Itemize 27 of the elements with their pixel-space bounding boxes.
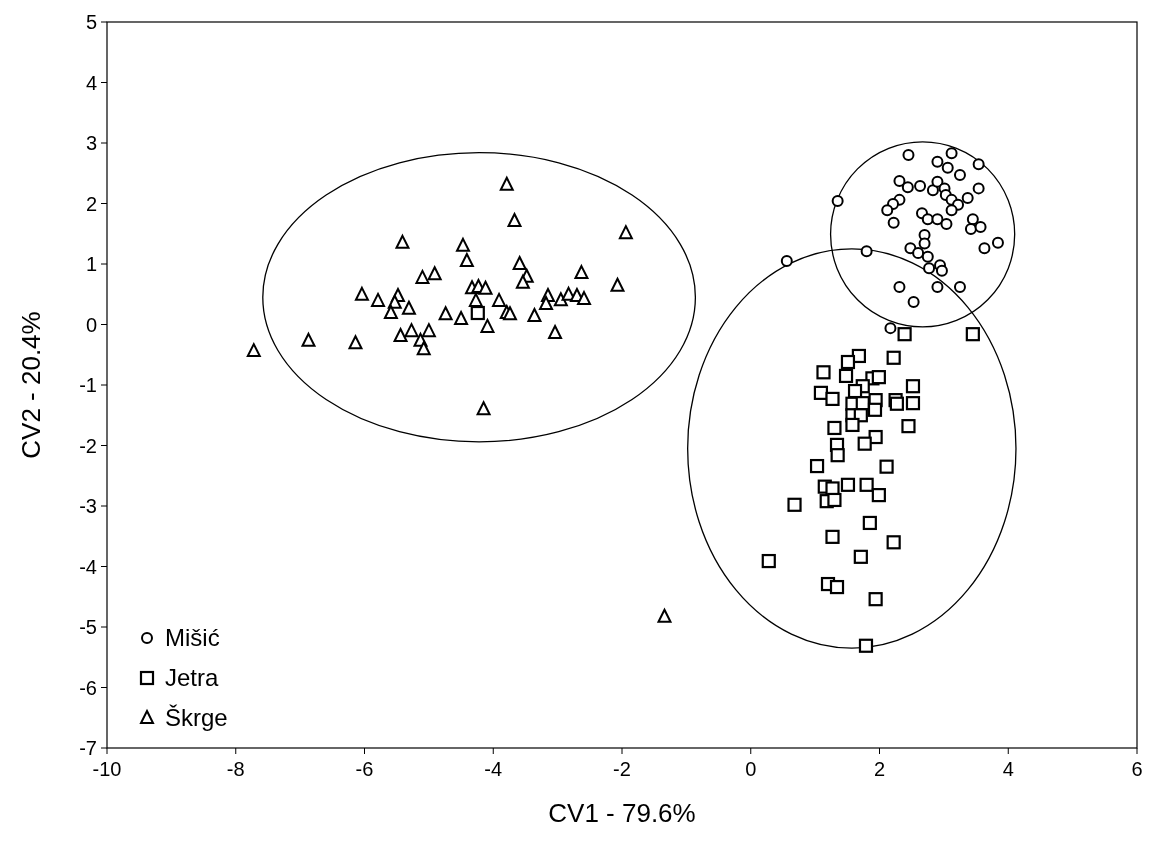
y-tick-label: 0 [85,313,97,336]
x-tick-label: -4 [484,758,503,780]
x-tick-label: 0 [745,758,757,780]
y-tick-label: -2 [79,434,97,457]
x-tick-label: -2 [613,758,631,780]
x-tick-label: -6 [355,758,374,780]
legend-label: Mišić [165,624,220,652]
x-tick-label: 4 [1002,758,1014,780]
y-tick-label: 1 [85,253,97,275]
y-tick-label: -7 [79,737,97,759]
y-tick-label: -6 [79,676,97,699]
x-tick-label: -10 [92,758,122,780]
x-tick-label: 6 [1131,758,1143,780]
x-axis-title: CV1 - 79.6% [548,798,696,828]
y-tick-label: -4 [79,555,97,578]
x-tick-label: 2 [873,758,886,780]
x-tick-label: -8 [226,758,245,780]
y-tick-label: -3 [79,495,97,517]
legend-label: Škrge [165,704,228,732]
y-tick-label: 5 [85,11,97,33]
y-tick-label: 2 [85,192,97,215]
y-tick-label: -5 [79,616,97,638]
y-axis-title: CV2 - 20.4% [16,311,46,459]
y-tick-label: -1 [79,374,97,396]
y-tick-label: 4 [85,71,97,94]
y-tick-label: 3 [85,132,97,154]
legend-label: Jetra [165,664,220,692]
